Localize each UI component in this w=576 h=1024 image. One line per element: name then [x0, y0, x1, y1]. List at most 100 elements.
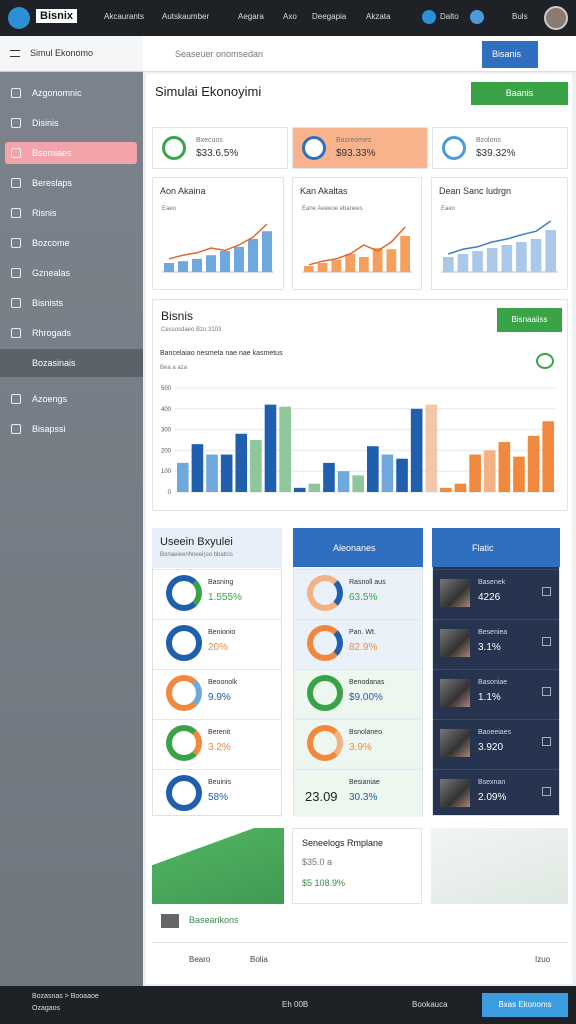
- bottom-button[interactable]: Bxas Ekonoms: [482, 993, 568, 1017]
- search-button[interactable]: Bisanis: [482, 41, 538, 68]
- bar: [386, 249, 397, 272]
- chart-title: Bancelaiao nesmeta nae nae kasmetus: [160, 350, 283, 357]
- sidebar-item[interactable]: Bozcome: [32, 238, 70, 248]
- kpi-value: $39.32%: [476, 148, 516, 159]
- bottom-text[interactable]: Bookauca: [412, 1000, 448, 1009]
- footer-item[interactable]: Izuo: [535, 955, 551, 964]
- thumbnail: [440, 779, 470, 807]
- footer-item[interactable]: Bolia: [250, 955, 268, 964]
- panel-title: Aleonanes: [333, 543, 376, 553]
- chart-subtitle: Eane Aeeeoe ebanees: [302, 206, 363, 212]
- bar: [513, 456, 525, 492]
- bar: [235, 433, 248, 492]
- user-name[interactable]: Dalto: [440, 12, 459, 21]
- section-button[interactable]: Bisnaaiiss: [497, 308, 562, 332]
- sidebar-item[interactable]: Bisapssi: [32, 424, 66, 434]
- sidebar-title: Simul Ekonomo: [30, 48, 94, 58]
- bar: [367, 446, 379, 492]
- panel-row: [433, 719, 559, 767]
- bar: [483, 450, 496, 492]
- sidebar-item[interactable]: Azgonomnic: [32, 88, 82, 98]
- nav-item[interactable]: Akzata: [366, 12, 391, 21]
- bar: [317, 263, 328, 272]
- panel-row: [153, 769, 281, 817]
- sidebar-section[interactable]: Bozasinais: [32, 358, 76, 368]
- row-action[interactable]: [542, 737, 551, 746]
- panel-header: [293, 528, 423, 567]
- section-subtitle: Cessosdaeo Bzo 3103: [161, 327, 222, 333]
- chart: [162, 223, 274, 273]
- big-number: 23.09: [305, 789, 338, 804]
- sidebar-item[interactable]: Risnis: [32, 208, 57, 218]
- donut: [166, 725, 202, 761]
- sidebar-item[interactable]: Bereslaps: [32, 178, 73, 188]
- item-icon: [11, 88, 21, 98]
- sidebar-item[interactable]: Gznealas: [32, 268, 71, 278]
- primary-button[interactable]: Baanis: [471, 82, 568, 105]
- map-card: [152, 828, 284, 904]
- sidebar-item[interactable]: Azoengs: [32, 394, 68, 404]
- row-action[interactable]: [542, 787, 551, 796]
- footer-item[interactable]: Bearo: [189, 955, 211, 964]
- kpi-label: Bzolons: [476, 137, 501, 144]
- row-action[interactable]: [542, 637, 551, 646]
- brand: Bisnix: [36, 9, 78, 23]
- sidebar-item[interactable]: Bsemiaes: [32, 148, 72, 158]
- nav-item[interactable]: Deegapia: [312, 12, 347, 21]
- bar: [331, 260, 342, 272]
- nav-item[interactable]: Axo: [283, 12, 297, 21]
- sidebar-item[interactable]: Disinis: [32, 118, 59, 128]
- bottom-text: Bozasnas > Booaaoe: [32, 993, 99, 1000]
- menu-icon: [10, 50, 20, 57]
- thumbnail: [440, 629, 470, 657]
- sidebar-item[interactable]: Rhrogads: [32, 328, 72, 338]
- nav-item[interactable]: Akcaurants: [104, 12, 145, 21]
- bar: [192, 258, 202, 272]
- row-label: Basoniae: [478, 679, 508, 686]
- sidebar-item[interactable]: Bisnists: [32, 298, 64, 308]
- row-action[interactable]: [542, 587, 551, 596]
- row-value: 3.9%: [349, 742, 372, 753]
- nav-item[interactable]: Autskaumber: [162, 12, 210, 21]
- search-input[interactable]: Seaseuer onomsedan: [175, 49, 264, 59]
- row-value: 3.920: [478, 742, 504, 753]
- bar: [530, 239, 542, 272]
- panel-row: [153, 569, 281, 617]
- item-icon: [11, 208, 21, 218]
- bar: [527, 435, 540, 492]
- donut: [307, 575, 343, 611]
- page-title: Simulai Ekonoyimi: [155, 84, 262, 99]
- row-label: Rasnoll aus: [349, 579, 386, 586]
- y-tick-label: 300: [161, 428, 172, 434]
- row-value: $9.00%: [349, 692, 383, 703]
- row-label: Bsnolaneo: [349, 729, 383, 736]
- panel-title: Flatic: [472, 543, 494, 553]
- bar: [372, 248, 383, 272]
- chart-title: Kan Akaltas: [300, 186, 348, 196]
- user-link[interactable]: Buls: [512, 12, 528, 21]
- bar: [443, 257, 454, 272]
- bar: [345, 254, 355, 272]
- logo: [8, 7, 30, 29]
- kpi-icon: [302, 136, 326, 160]
- section-bar: [0, 349, 143, 377]
- row-action[interactable]: [542, 687, 551, 696]
- bar: [264, 404, 277, 492]
- chart: [441, 220, 558, 273]
- kpi-label: Basreomes: [336, 137, 372, 144]
- row-value: 9.9%: [208, 692, 231, 703]
- thumbnail: [440, 729, 470, 757]
- donut: [307, 625, 343, 661]
- bar: [410, 408, 423, 492]
- bar: [323, 462, 335, 492]
- avatar-icon: [422, 10, 436, 24]
- nav-item[interactable]: Aegara: [238, 12, 264, 21]
- item-icon: [11, 118, 21, 128]
- bar: [542, 421, 554, 492]
- chart-subtitle: Eaeo: [441, 206, 456, 212]
- section-icon: [161, 914, 179, 928]
- row-label: Beuinis: [208, 779, 231, 786]
- bar: [440, 487, 452, 492]
- panel-row: [433, 569, 559, 617]
- bottom-bar: Bozasnas > Booaaoe Ozagaos Eh 00B Bookauca B…: [0, 986, 576, 1024]
